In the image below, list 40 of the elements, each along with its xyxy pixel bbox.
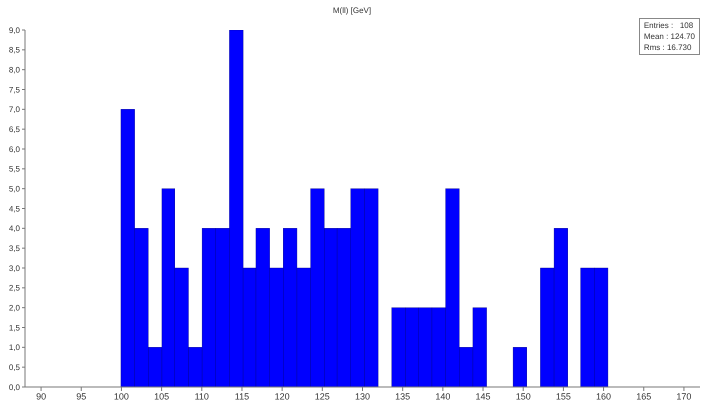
- x-tick-label: 100: [114, 391, 129, 402]
- x-tick-label: 90: [36, 391, 46, 402]
- x-tick-label: 125: [314, 391, 330, 402]
- y-tick-label: 5,5: [8, 164, 21, 174]
- y-tick-label: 7,5: [8, 85, 21, 94]
- y-tick-label: 5,0: [8, 184, 21, 194]
- y-tick-label: 3,5: [8, 244, 21, 254]
- y-tick-label: 0,5: [8, 363, 21, 372]
- x-tick-label: 165: [636, 391, 652, 402]
- x-tick-label: 110: [194, 391, 209, 402]
- x-tick-label: 155: [556, 391, 571, 402]
- y-tick-label: 2,0: [8, 304, 21, 313]
- x-tick-label: 115: [234, 391, 250, 402]
- x-tick-label: 145: [476, 391, 491, 402]
- y-tick-label: 9,0: [8, 26, 21, 35]
- y-tick-label: 4,5: [8, 204, 21, 214]
- annotation: Rms : 16.730: [644, 42, 692, 53]
- x-tick-label: 95: [76, 391, 86, 402]
- y-tick-label: 1,5: [8, 323, 21, 332]
- y-tick-label: 8,5: [8, 46, 21, 55]
- x-tick-label: 150: [516, 391, 531, 402]
- x-tick-label: 160: [596, 391, 612, 402]
- y-tick-label: 4,0: [8, 224, 21, 234]
- x-tick-label: 135: [395, 391, 410, 402]
- x-tick-label: 120: [274, 391, 290, 402]
- y-tick-label: 6,5: [8, 125, 21, 134]
- y-tick-label: 2,5: [8, 284, 21, 293]
- x-tick-label: 105: [154, 391, 170, 402]
- text: Entries : 108: [644, 20, 694, 31]
- y-tick-label: 3,0: [8, 264, 21, 273]
- annotation: Mean : 124.70: [644, 31, 695, 42]
- y-tick-label: 6,0: [8, 144, 21, 154]
- x-tick-label: 170: [676, 391, 692, 402]
- x-tick-label: 130: [354, 391, 370, 402]
- y-tick-label: 7,0: [8, 105, 21, 114]
- chart-title: M(ll) [GeV]: [332, 6, 372, 15]
- x-tick-label: 140: [435, 391, 450, 402]
- y-tick-label: 0,0: [8, 382, 21, 392]
- y-tick-label: 1,0: [8, 343, 21, 352]
- y-tick-label: 8,0: [8, 66, 21, 75]
